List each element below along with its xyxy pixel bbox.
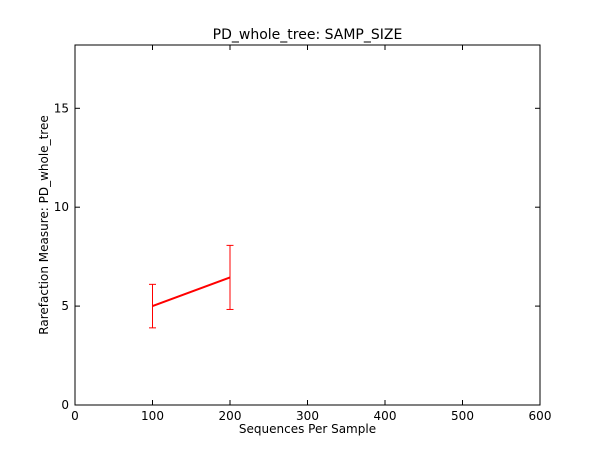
x-axis: 0 100 200 300 400 500 600 [71, 45, 551, 423]
chart-title: PD_whole_tree: SAMP_SIZE [213, 27, 403, 43]
y-tick-label: 0 [61, 398, 69, 412]
x-tick-label: 600 [529, 409, 552, 423]
y-tick-label: 15 [54, 101, 69, 115]
y-tick-label: 10 [54, 200, 69, 214]
x-tick-label: 200 [219, 409, 242, 423]
x-tick-label: 0 [71, 409, 79, 423]
x-axis-label: Sequences Per Sample [239, 422, 376, 436]
y-axis: 0 5 10 15 [54, 101, 540, 412]
y-tick-label: 5 [61, 299, 69, 313]
x-tick-label: 100 [141, 409, 164, 423]
x-tick-label: 400 [374, 409, 397, 423]
series-layer [149, 244, 234, 329]
plot-frame [74, 44, 541, 406]
x-tick-label: 500 [451, 409, 474, 423]
y-axis-label: Rarefaction Measure: PD_whole_tree [37, 115, 51, 334]
series-line [152, 276, 231, 308]
x-tick-label: 300 [296, 409, 319, 423]
